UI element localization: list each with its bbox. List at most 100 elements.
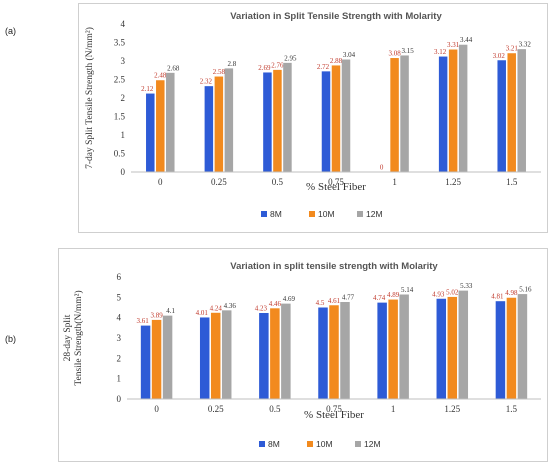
bar-8M [199, 317, 210, 399]
legend-label-8M: 8M [270, 209, 282, 219]
y-tick-label: 0 [117, 394, 122, 404]
bar-12M [283, 62, 292, 172]
data-label: 2.58 [213, 68, 226, 76]
y-tick-label: 1 [117, 374, 122, 384]
x-tick-label: 0.75 [326, 404, 342, 414]
data-label: 3.31 [447, 41, 460, 49]
bar-12M [517, 294, 528, 399]
y-tick-label: 2 [121, 93, 126, 103]
bar-10M [270, 308, 280, 399]
bar-8M [146, 93, 155, 172]
bar-10M [210, 312, 221, 399]
bar-10M [151, 319, 162, 399]
data-label: 5.16 [519, 286, 532, 294]
bar-12M [400, 55, 409, 173]
bar-10M [156, 80, 165, 172]
data-label: 4.89 [387, 291, 400, 299]
bar-10M [214, 76, 224, 172]
bar-12M [341, 59, 351, 172]
bar-8M [263, 72, 272, 172]
data-label: 2.72 [317, 63, 330, 71]
data-label: 4.69 [283, 295, 296, 303]
bar-8M [436, 298, 447, 399]
x-tick-label: 1 [392, 177, 397, 187]
data-label: 3.44 [460, 36, 473, 44]
y-axis-title-line: 28-day Split [63, 314, 73, 361]
x-tick-label: 0 [158, 177, 163, 187]
bar-12M [281, 303, 291, 399]
bar-10M [388, 299, 398, 399]
y-tick-label: 0 [121, 167, 126, 177]
data-label: 4.77 [342, 294, 355, 302]
x-tick-label: 0.25 [211, 177, 227, 187]
data-label: 2.12 [141, 85, 154, 93]
legend-swatch-12M [355, 441, 361, 447]
y-axis-title: 28-day SplitTensile Strength(N/mm²) [63, 290, 84, 385]
legend-swatch-10M [309, 211, 315, 217]
bar-8M [204, 86, 214, 172]
bar-12M [340, 302, 350, 399]
data-label: 5.33 [460, 282, 473, 290]
data-label: 2.69 [258, 64, 271, 72]
bar-8M [438, 56, 448, 173]
data-label: 4.24 [210, 304, 223, 312]
data-label: 4.36 [224, 302, 237, 310]
legend-swatch-8M [261, 211, 267, 217]
y-axis-title-line: Tensile Strength(N/mm²) [73, 290, 84, 385]
data-label: 4.01 [196, 309, 209, 317]
data-label: 4.93 [432, 290, 445, 298]
data-label: 0 [380, 164, 384, 172]
legend-label-10M: 10M [318, 209, 335, 219]
x-tick-label: 1.25 [445, 177, 461, 187]
bar-12M [517, 49, 526, 172]
legend-swatch-10M [307, 441, 313, 447]
y-tick-label: 0.5 [114, 149, 126, 159]
chart-b-frame: Variation in split tensile strength with… [58, 248, 548, 462]
bar-10M [507, 53, 516, 173]
data-label: 4.5 [316, 299, 325, 307]
bar-8M [497, 60, 506, 173]
y-axis-title: 7-day Split Tensile Strength (N/mm²) [84, 27, 95, 169]
bar-8M [377, 302, 387, 399]
bar-10M [448, 49, 458, 172]
data-label: 4.74 [373, 294, 386, 302]
y-tick-label: 1.5 [114, 112, 126, 122]
chart-a-frame: Variation in Split Tensile Strength with… [78, 3, 548, 233]
y-tick-label: 3.5 [114, 38, 126, 48]
bar-10M [329, 305, 339, 399]
bar-10M [331, 65, 341, 172]
y-tick-label: 6 [117, 272, 122, 282]
x-axis-title: % Steel Fiber [306, 181, 366, 193]
x-tick-label: 0.5 [269, 404, 281, 414]
y-tick-label: 5 [117, 292, 122, 302]
data-label: 2.88 [330, 57, 343, 65]
legend-label-10M: 10M [316, 439, 333, 449]
bar-8M [318, 307, 328, 399]
legend-label-12M: 12M [364, 439, 381, 449]
y-tick-label: 3 [121, 56, 126, 66]
bar-8M [321, 71, 331, 172]
chart-b: Variation in split tensile strength with… [63, 261, 541, 449]
bar-8M [495, 301, 506, 399]
data-label: 4.23 [255, 304, 268, 312]
data-label: 3.89 [150, 311, 163, 319]
bar-12M [221, 310, 232, 399]
bar-12M [224, 68, 234, 172]
legend-swatch-8M [259, 441, 265, 447]
x-tick-label: 1.25 [444, 404, 460, 414]
x-tick-label: 1 [391, 404, 396, 414]
legend-swatch-12M [357, 211, 363, 217]
chart-title: Variation in split tensile strength with… [230, 261, 438, 272]
x-tick-label: 1.5 [506, 177, 518, 187]
y-tick-label: 2.5 [114, 75, 126, 85]
data-label: 3.61 [136, 317, 149, 325]
x-tick-label: 0.5 [272, 177, 284, 187]
data-label: 4.46 [269, 300, 282, 308]
y-tick-label: 4 [117, 313, 122, 323]
panel-label-a: (a) [5, 26, 16, 36]
data-label: 2.95 [284, 54, 297, 62]
bar-12M [458, 44, 468, 172]
y-tick-label: 2 [117, 353, 122, 363]
bar-10M [506, 297, 517, 399]
data-label: 2.68 [167, 64, 180, 72]
